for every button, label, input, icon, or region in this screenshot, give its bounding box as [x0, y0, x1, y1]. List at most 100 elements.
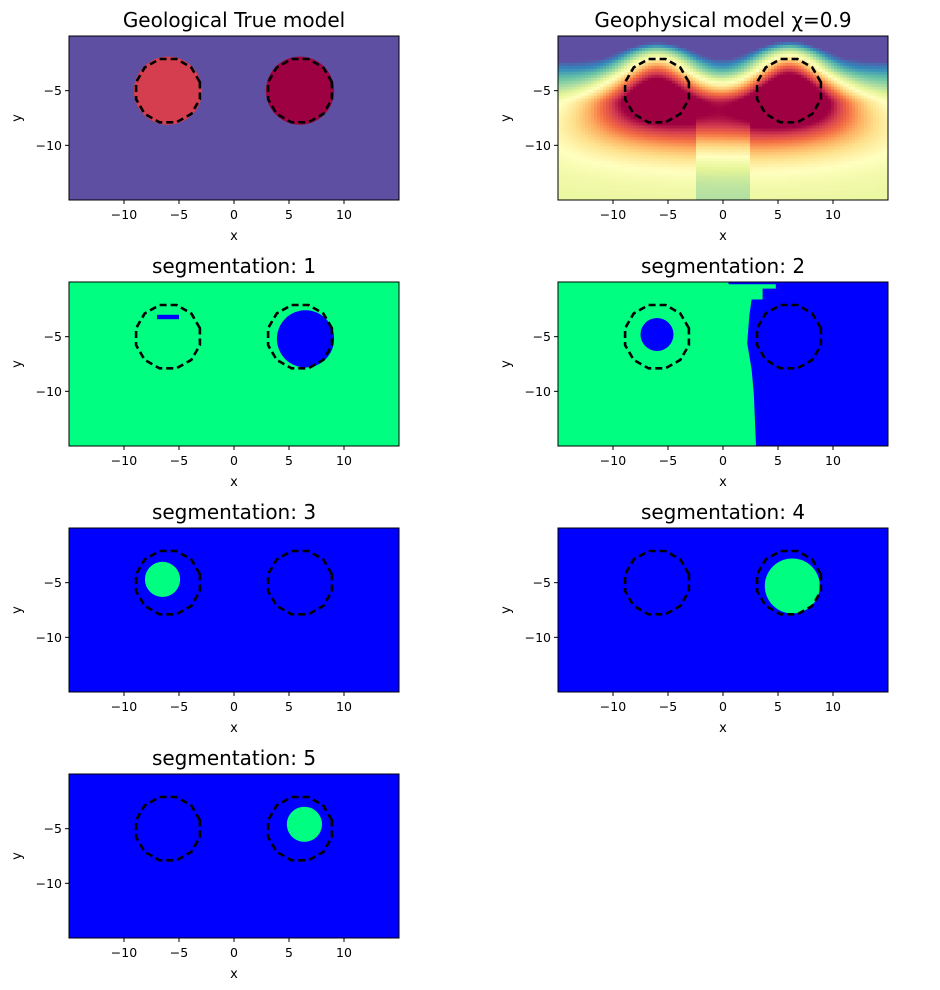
field-cell — [801, 92, 805, 97]
field-cell — [720, 116, 724, 121]
field-cell — [594, 134, 598, 138]
field-cell — [672, 95, 676, 100]
field-cell — [594, 170, 598, 174]
field-cell — [777, 50, 781, 55]
field-cell — [840, 56, 844, 61]
field-cell — [660, 116, 664, 121]
field-cell — [810, 164, 814, 168]
field-cell — [753, 92, 757, 97]
field-cell — [834, 149, 838, 153]
field-cell — [558, 89, 562, 94]
field-cell — [669, 92, 673, 97]
field-cell — [621, 107, 625, 112]
field-cell — [564, 80, 568, 85]
field-cell — [840, 86, 844, 91]
field-cell — [651, 113, 655, 118]
field-cell — [675, 71, 679, 76]
field-cell — [786, 134, 790, 138]
field-cell — [882, 65, 886, 70]
field-cell — [753, 155, 757, 159]
field-cell — [834, 36, 838, 40]
field-cell — [879, 107, 883, 112]
field-cell — [573, 92, 577, 97]
field-cell — [807, 65, 811, 70]
field-cell — [672, 155, 676, 159]
field-cell — [777, 134, 781, 138]
field-cell — [600, 119, 604, 124]
field-cell — [639, 128, 643, 133]
field-cell — [609, 113, 613, 118]
field-cell — [561, 36, 565, 40]
field-cell — [678, 53, 682, 58]
field-cell — [726, 113, 730, 118]
field-cell — [645, 158, 649, 162]
field-cell — [744, 125, 748, 130]
field-cell — [633, 137, 637, 141]
field-cell — [867, 44, 871, 49]
field-cell — [594, 98, 598, 103]
field-cell — [585, 44, 589, 49]
field-cell — [822, 143, 826, 147]
field-cell — [882, 86, 886, 91]
field-cell — [861, 116, 865, 121]
field-cell — [822, 80, 826, 85]
field-cell — [837, 101, 841, 106]
field-cell — [837, 56, 841, 61]
field-cell — [723, 110, 727, 115]
field-cell — [579, 89, 583, 94]
field-cell — [642, 119, 646, 124]
field-cell — [678, 77, 682, 82]
field-cell — [807, 119, 811, 124]
field-cell — [744, 146, 748, 150]
field-cell — [852, 65, 856, 70]
field-cell — [711, 71, 715, 76]
field-cell — [810, 152, 814, 156]
field-cell — [822, 152, 826, 156]
field-cell — [882, 56, 886, 61]
field-cell — [843, 146, 847, 150]
field-cell — [846, 86, 850, 91]
field-cell — [795, 164, 799, 168]
field-cell — [819, 125, 823, 130]
field-cell — [579, 122, 583, 127]
field-cell — [711, 167, 715, 171]
field-cell — [663, 119, 667, 124]
field-cell — [723, 131, 727, 135]
field-cell — [879, 101, 883, 106]
field-cell — [861, 98, 865, 103]
field-cell — [780, 161, 784, 165]
field-cell — [708, 36, 712, 40]
field-cell — [594, 125, 598, 130]
field-cell — [846, 164, 850, 168]
field-cell — [582, 71, 586, 76]
field-cell — [699, 89, 703, 94]
field-cell — [885, 68, 888, 73]
field-cell — [585, 68, 589, 73]
field-cell — [708, 59, 712, 64]
field-cell — [855, 56, 859, 61]
field-cell — [792, 50, 796, 55]
field-cell — [654, 155, 658, 159]
field-cell — [636, 62, 640, 67]
field-cell — [702, 101, 706, 106]
field-cell — [771, 36, 775, 40]
field-cell — [876, 80, 880, 85]
field-cell — [750, 104, 754, 109]
field-cell — [720, 92, 724, 97]
field-cell — [672, 149, 676, 153]
field-cell — [741, 83, 745, 88]
field-cell — [612, 164, 616, 168]
field-cell — [741, 128, 745, 133]
field-cell — [702, 71, 706, 76]
field-cell — [705, 119, 709, 124]
field-cell — [807, 80, 811, 85]
field-cell — [597, 65, 601, 70]
field-cell — [792, 125, 796, 130]
field-cell — [696, 65, 700, 70]
field-cell — [858, 50, 862, 55]
field-cell — [825, 119, 829, 124]
field-cell — [726, 53, 730, 58]
field-cell — [834, 95, 838, 100]
field-cell — [795, 149, 799, 153]
field-cell — [822, 92, 826, 97]
